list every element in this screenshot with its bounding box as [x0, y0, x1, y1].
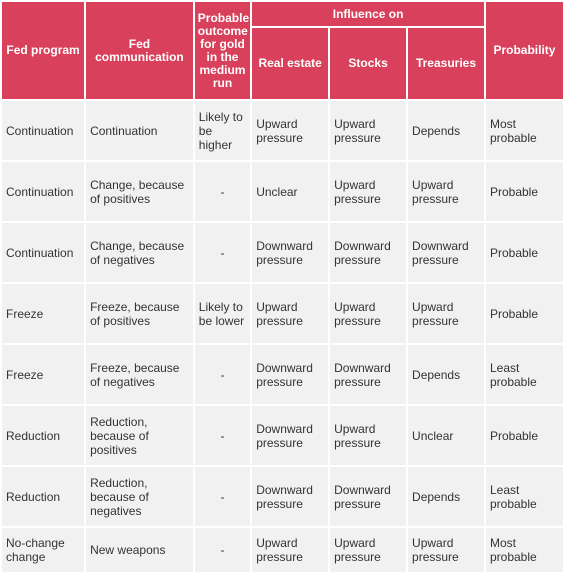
cell-fed-program: Continuation: [2, 162, 85, 221]
table-row: Freeze Freeze, because of positives Likely…: [2, 284, 563, 343]
header-probability: Probability: [485, 2, 563, 99]
cell-fed-communication: Reduction, because of negatives: [86, 467, 193, 526]
cell-fed-program: Freeze: [2, 345, 85, 404]
cell-fed-communication: Change, because of positives: [86, 162, 193, 221]
cell-fed-communication: Freeze, because of positives: [86, 284, 193, 343]
header-gold-outcome: Probable outcome for gold in the medium …: [194, 2, 251, 99]
table-row: Freeze Freeze, because of negatives - Downw…: [2, 345, 563, 404]
cell-probability: Least probable: [485, 345, 563, 404]
cell-fed-communication: Continuation: [86, 101, 193, 160]
cell-fed-program: Reduction: [2, 467, 85, 526]
cell-probability: Least probable: [485, 467, 563, 526]
cell-gold-outcome: Likely to be lower: [194, 284, 251, 343]
cell-gold-outcome: Likely to be higher: [194, 101, 251, 160]
cell-real-estate: Downward pressure: [252, 406, 329, 465]
cell-fed-communication: Freeze, because of negatives: [86, 345, 193, 404]
table-row: Reduction Reduction, because of negatives…: [2, 467, 563, 526]
cell-fed-program: Continuation: [2, 101, 85, 160]
cell-fed-program: Continuation: [2, 223, 85, 282]
cell-gold-outcome: -: [194, 406, 251, 465]
cell-stocks: Upward pressure: [330, 406, 407, 465]
cell-treasuries: Depends: [408, 345, 484, 404]
cell-probability: Most probable: [485, 101, 563, 160]
cell-probability: Probable: [485, 162, 563, 221]
cell-treasuries: Downward pressure: [408, 223, 484, 282]
cell-fed-communication: New weapons: [86, 528, 193, 572]
table-row: No-change change New weapons - Upward press…: [2, 528, 563, 572]
cell-probability: Probable: [485, 406, 563, 465]
cell-fed-communication: Reduction, because of positives: [86, 406, 193, 465]
cell-real-estate: Upward pressure: [252, 528, 329, 572]
cell-fed-program: Reduction: [2, 406, 85, 465]
cell-fed-program: Freeze: [2, 284, 85, 343]
header-stocks: Stocks: [330, 28, 407, 99]
cell-stocks: Downward pressure: [330, 345, 407, 404]
cell-probability: Probable: [485, 223, 563, 282]
table-body: Continuation Continuation Likely to be hig…: [2, 101, 563, 572]
cell-gold-outcome: -: [194, 162, 251, 221]
cell-stocks: Upward pressure: [330, 101, 407, 160]
cell-gold-outcome: -: [194, 528, 251, 572]
cell-real-estate: Upward pressure: [252, 101, 329, 160]
header-fed-communication: Fed communication: [86, 2, 193, 99]
cell-stocks: Downward pressure: [330, 467, 407, 526]
cell-real-estate: Downward pressure: [252, 223, 329, 282]
table-row: Continuation Change, because of negatives…: [2, 223, 563, 282]
header-real-estate: Real estate: [252, 28, 329, 99]
header-influence-on: Influence on: [252, 2, 484, 26]
cell-real-estate: Unclear: [252, 162, 329, 221]
cell-gold-outcome: -: [194, 345, 251, 404]
cell-stocks: Upward pressure: [330, 162, 407, 221]
cell-treasuries: Upward pressure: [408, 162, 484, 221]
table-row: Reduction Reduction, because of positives…: [2, 406, 563, 465]
header-treasuries: Treasuries: [408, 28, 484, 99]
cell-gold-outcome: -: [194, 223, 251, 282]
table-row: Continuation Change, because of positives…: [2, 162, 563, 221]
cell-fed-program: No-change change: [2, 528, 85, 572]
cell-treasuries: Upward pressure: [408, 528, 484, 572]
cell-real-estate: Downward pressure: [252, 345, 329, 404]
cell-stocks: Downward pressure: [330, 223, 407, 282]
cell-gold-outcome: -: [194, 467, 251, 526]
cell-treasuries: Upward pressure: [408, 284, 484, 343]
cell-stocks: Upward pressure: [330, 528, 407, 572]
cell-real-estate: Downward pressure: [252, 467, 329, 526]
cell-treasuries: Depends: [408, 467, 484, 526]
table-row: Continuation Continuation Likely to be hig…: [2, 101, 563, 160]
cell-probability: Probable: [485, 284, 563, 343]
cell-stocks: Upward pressure: [330, 284, 407, 343]
cell-fed-communication: Change, because of negatives: [86, 223, 193, 282]
cell-probability: Most probable: [485, 528, 563, 572]
header-fed-program: Fed program: [2, 2, 85, 99]
cell-treasuries: Depends: [408, 101, 484, 160]
cell-treasuries: Unclear: [408, 406, 484, 465]
cell-real-estate: Upward pressure: [252, 284, 329, 343]
